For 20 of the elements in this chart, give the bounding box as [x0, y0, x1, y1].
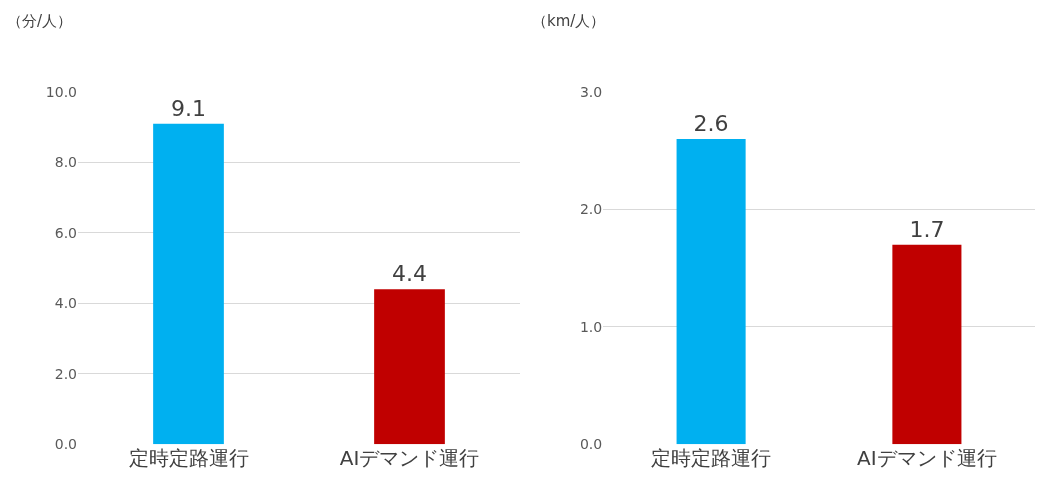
- y-axis-title: （km/人）: [532, 12, 606, 30]
- y-tick-label: 6.0: [54, 224, 77, 241]
- data-label: 4.4: [392, 261, 427, 287]
- y-tick-label: 1.0: [579, 318, 603, 335]
- y-tick-label: 8.0: [54, 154, 77, 171]
- data-label: 2.6: [693, 110, 729, 136]
- x-tick-label: AIデマンド運行: [339, 446, 480, 471]
- y-tick-label: 2.0: [579, 201, 603, 218]
- y-tick-label: 0.0: [54, 436, 77, 453]
- y-tick-label: 4.0: [54, 295, 77, 312]
- y-tick-label: 2.0: [54, 365, 77, 382]
- x-tick-label: 定時定路運行: [651, 446, 772, 471]
- y-axis-title: （分/人）: [7, 12, 73, 30]
- data-label: 1.7: [909, 216, 945, 242]
- x-tick-label: AIデマンド運行: [857, 446, 997, 471]
- y-tick-label: 3.0: [579, 83, 603, 100]
- y-tick-label: 0.0: [579, 436, 603, 453]
- y-tick-label: 10.0: [45, 83, 77, 100]
- x-tick-label: 定時定路運行: [128, 446, 249, 471]
- data-label: 9.1: [171, 95, 206, 121]
